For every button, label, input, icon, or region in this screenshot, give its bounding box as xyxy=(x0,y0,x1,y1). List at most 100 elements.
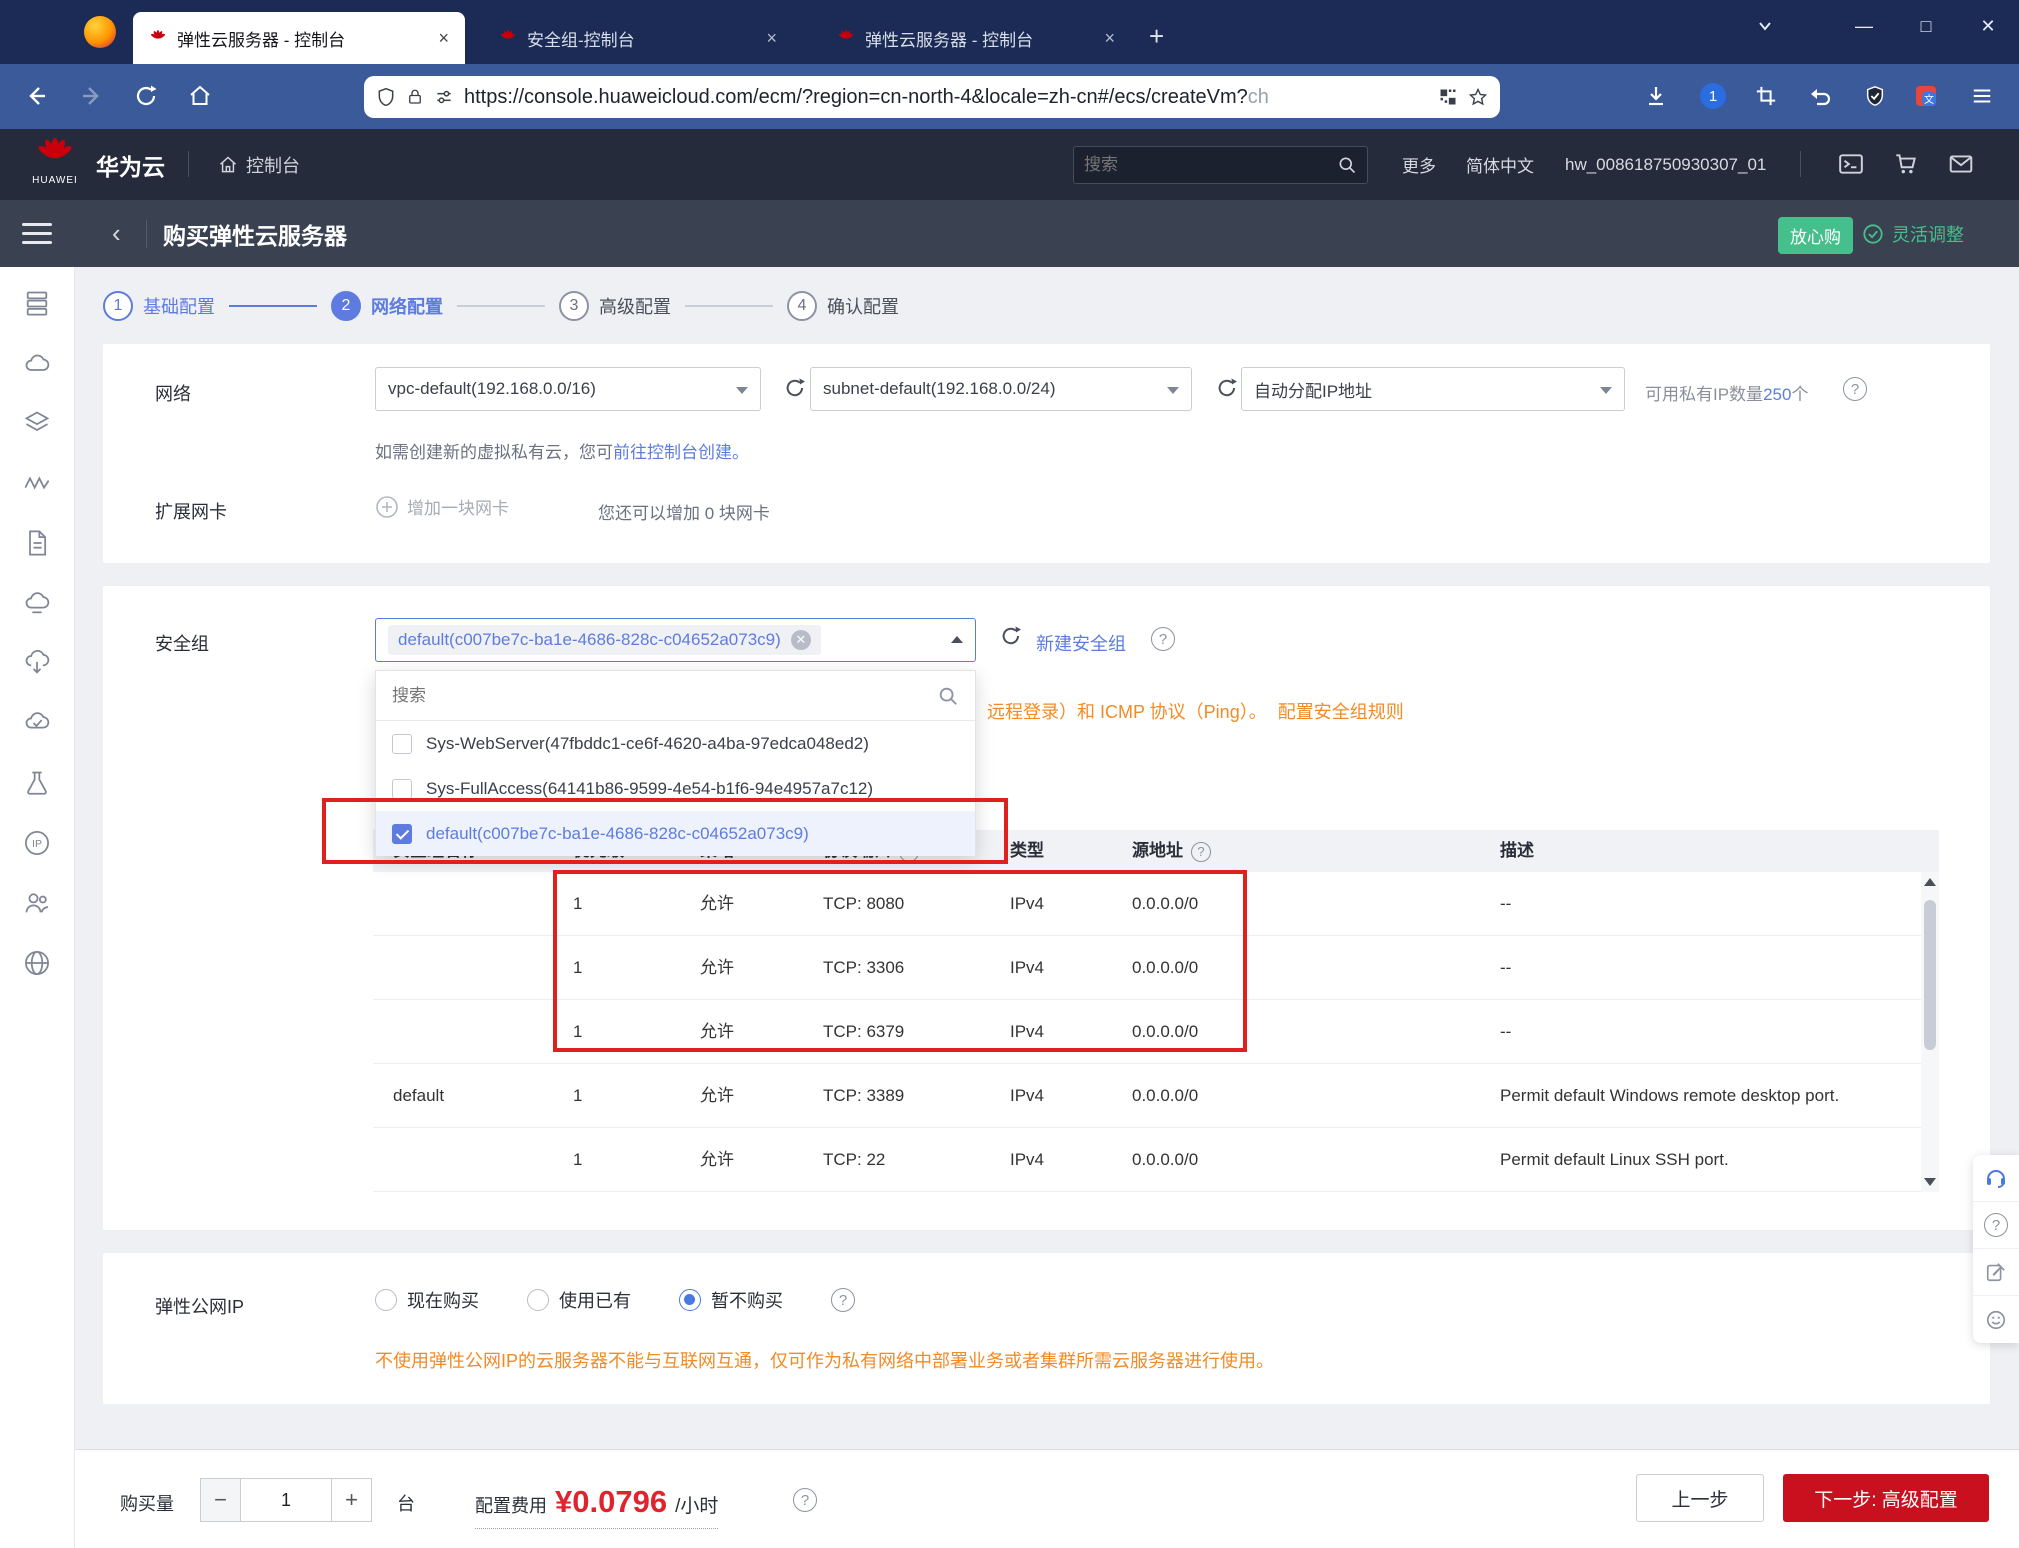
translate-extension-icon[interactable]: 文 xyxy=(1908,78,1944,114)
create-vpc-link[interactable]: 前往控制台创建。 xyxy=(613,443,749,462)
option-sys-fullaccess[interactable]: Sys-FullAccess(64141b86-9599-4e54-b1f6-9… xyxy=(376,766,975,811)
tab-close-icon[interactable]: × xyxy=(438,27,449,48)
cart-icon[interactable] xyxy=(1893,151,1919,177)
cloud-icon[interactable] xyxy=(23,349,51,377)
new-security-group-link[interactable]: 新建安全组 xyxy=(1036,634,1126,654)
previous-step-button[interactable]: 上一步 xyxy=(1636,1474,1764,1522)
radio-use-existing[interactable]: 使用已有 xyxy=(527,1287,631,1313)
radio-not-now[interactable]: 暂不购买 xyxy=(679,1287,783,1313)
cloud-service-icon[interactable] xyxy=(23,589,51,617)
page-back-button[interactable]: ‹ xyxy=(112,218,121,248)
console-home-link[interactable]: 控制台 xyxy=(218,152,300,178)
screenshot-crop-icon[interactable] xyxy=(1748,78,1784,114)
extension-badge[interactable]: 1 xyxy=(1695,78,1731,114)
qr-page-action-icon[interactable] xyxy=(1438,87,1458,107)
vpc-refresh-icon[interactable] xyxy=(783,376,807,400)
more-menu[interactable]: 更多 xyxy=(1402,157,1436,176)
step-advanced-config[interactable]: 3 高级配置 xyxy=(559,290,671,321)
dropdown-search-input[interactable] xyxy=(392,685,937,706)
flexible-adjust-label[interactable]: 灵活调整 xyxy=(1862,221,1964,247)
tab-ecs-console-active[interactable]: 弹性云服务器 - 控制台 × xyxy=(133,12,465,64)
reload-button[interactable] xyxy=(128,78,164,114)
window-minimize-button[interactable]: — xyxy=(1855,15,1873,36)
downloads-icon[interactable] xyxy=(1638,78,1674,114)
selected-security-group-tag[interactable]: default(c007be7c-ba1e-4686-828c-c04652a0… xyxy=(388,625,821,655)
security-group-select[interactable]: default(c007be7c-ba1e-4686-828c-c04652a0… xyxy=(375,618,976,662)
add-nic-button[interactable]: 增加一块网卡 xyxy=(375,494,509,519)
huawei-logo[interactable]: HUAWEI xyxy=(26,137,84,186)
window-close-button[interactable]: ✕ xyxy=(1980,15,1996,36)
price-help-icon[interactable]: ? xyxy=(793,1488,817,1512)
feedback-edit-icon[interactable] xyxy=(1973,1249,2019,1296)
firefox-icon[interactable] xyxy=(84,16,116,48)
scroll-down-icon[interactable] xyxy=(1924,1178,1936,1186)
menu-hamburger-icon[interactable] xyxy=(1964,78,2000,114)
table-scrollbar[interactable] xyxy=(1921,872,1939,1192)
server-stack-icon[interactable] xyxy=(23,289,51,317)
tracking-shield-icon[interactable] xyxy=(376,87,396,107)
window-maximize-button[interactable]: □ xyxy=(1920,15,1932,36)
vpc-select[interactable]: vpc-default(192.168.0.0/16) xyxy=(375,367,761,411)
layers-icon[interactable] xyxy=(23,409,51,437)
forward-button[interactable] xyxy=(74,78,110,114)
bookmark-star-icon[interactable] xyxy=(1468,87,1488,107)
console-search-input[interactable] xyxy=(1084,155,1337,175)
scrollbar-thumb[interactable] xyxy=(1924,900,1936,1050)
source-help-icon[interactable]: ? xyxy=(1191,841,1211,862)
step-confirm-config[interactable]: 4 确认配置 xyxy=(787,290,899,321)
search-icon[interactable] xyxy=(937,685,959,707)
document-icon[interactable] xyxy=(23,529,51,557)
quantity-plus-button[interactable]: + xyxy=(331,1478,372,1522)
padlock-icon[interactable] xyxy=(406,87,424,107)
cloud-download-icon[interactable] xyxy=(23,649,51,677)
sidebar-hamburger-icon[interactable] xyxy=(22,217,52,250)
worry-free-badge[interactable]: 放心购 xyxy=(1778,217,1853,254)
next-step-button[interactable]: 下一步: 高级配置 xyxy=(1783,1474,1989,1522)
home-button[interactable] xyxy=(182,78,218,114)
option-sys-webserver[interactable]: Sys-WebServer(47fbddc1-ce6f-4620-a4ba-97… xyxy=(376,721,975,766)
radio-buy-now[interactable]: 现在购买 xyxy=(375,1287,479,1313)
checkbox-checked[interactable] xyxy=(392,823,412,844)
cli-console-icon[interactable] xyxy=(1838,151,1864,177)
radio-icon[interactable] xyxy=(527,1289,549,1311)
radio-icon[interactable] xyxy=(375,1289,397,1311)
tab-close-icon[interactable]: × xyxy=(766,27,777,48)
console-search-box[interactable] xyxy=(1073,146,1368,184)
quantity-input[interactable] xyxy=(241,1478,331,1522)
url-text[interactable]: https://console.huaweicloud.com/ecm/?reg… xyxy=(464,85,1269,108)
scroll-up-icon[interactable] xyxy=(1924,878,1936,886)
wave-icon[interactable] xyxy=(23,469,51,497)
globe-icon[interactable] xyxy=(23,949,51,977)
remove-tag-icon[interactable]: ✕ xyxy=(790,630,811,650)
tab-security-group[interactable]: 安全组-控制台 × xyxy=(483,12,793,64)
step-network-config[interactable]: 2 网络配置 xyxy=(331,290,443,321)
subnet-refresh-icon[interactable] xyxy=(1215,376,1239,400)
step-basic-config[interactable]: 1 基础配置 xyxy=(103,290,215,321)
option-default[interactable]: default(c007be7c-ba1e-4686-828c-c04652a0… xyxy=(376,811,975,856)
eip-help-icon[interactable]: ? xyxy=(831,1288,855,1312)
tab-list-chevron-icon[interactable] xyxy=(1757,18,1773,34)
mail-icon[interactable] xyxy=(1948,151,1974,177)
checkbox-unchecked[interactable] xyxy=(392,733,412,754)
subnet-select[interactable]: subnet-default(192.168.0.0/24) xyxy=(810,367,1192,411)
support-headset-icon[interactable] xyxy=(1973,1155,2019,1202)
brand-name[interactable]: 华为云 xyxy=(96,153,165,180)
ip-icon[interactable]: IP xyxy=(23,829,51,857)
quantity-minus-button[interactable]: − xyxy=(200,1478,241,1522)
undo-extension-icon[interactable] xyxy=(1802,78,1838,114)
security-group-help-icon[interactable]: ? xyxy=(1151,627,1175,651)
tab-close-icon[interactable]: × xyxy=(1104,27,1115,48)
tab-ecs-console-2[interactable]: 弹性云服务器 - 控制台 × xyxy=(821,12,1131,64)
cloud-check-icon[interactable] xyxy=(23,709,51,737)
ip-mode-select[interactable]: 自动分配IP地址 xyxy=(1241,367,1625,411)
dropdown-search[interactable] xyxy=(376,671,975,721)
smiley-feedback-icon[interactable] xyxy=(1973,1296,2019,1343)
help-question-icon[interactable]: ? xyxy=(1973,1202,2019,1249)
flask-icon[interactable] xyxy=(23,769,51,797)
users-icon[interactable] xyxy=(23,889,51,917)
available-ip-help-icon[interactable]: ? xyxy=(1843,377,1867,401)
checkbox-unchecked[interactable] xyxy=(392,778,412,799)
language-selector[interactable]: 简体中文 xyxy=(1466,157,1534,176)
radio-selected-icon[interactable] xyxy=(679,1289,701,1311)
address-bar[interactable]: https://console.huaweicloud.com/ecm/?reg… xyxy=(364,76,1500,118)
